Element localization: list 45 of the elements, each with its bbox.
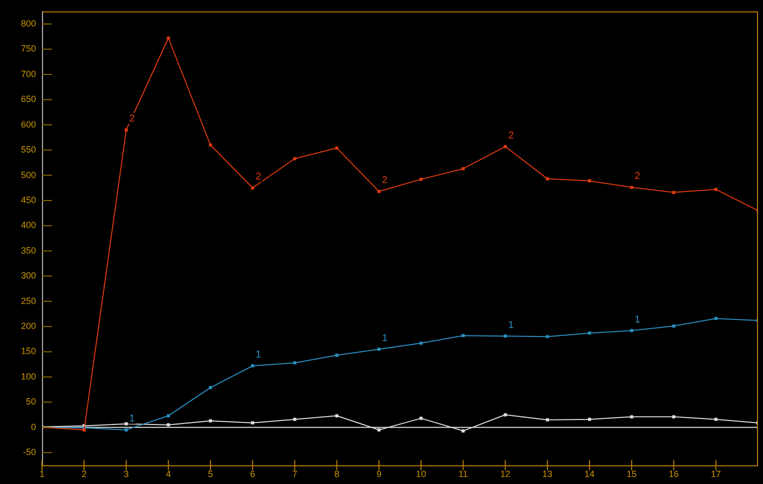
y-tick-label: 100 [20,371,36,382]
x-tick-label: 11 [458,469,468,480]
y-tick-label: 250 [20,296,36,306]
text: 1 [256,350,262,361]
x-tick-label: 1 [39,469,45,480]
x-tick-label: 7 [292,469,298,480]
x-tick-label: 5 [208,469,213,480]
y-tick-label: 650 [20,94,36,104]
y-tick-label: 200 [20,321,36,332]
series-label: 1 [129,414,136,425]
y-tick-label: 50 [26,396,36,407]
y-tick-label: 300 [20,270,36,281]
text: 1 [508,320,514,331]
x-tick-label: 12 [500,469,510,480]
x-tick-label: 6 [250,469,256,480]
text: 1 [634,314,640,326]
x-tick-label: 2 [82,469,87,480]
x-tick-label: 13 [542,469,552,480]
y-tick-label: 350 [20,245,36,256]
x-tick-label: 4 [166,469,171,480]
text: 2 [634,171,640,182]
y-tick-label: 150 [20,346,36,356]
y-tick-label: -50 [22,447,36,458]
y-tick-label: 0 [30,422,36,432]
y-tick-label: 450 [20,194,36,205]
x-tick-label: 16 [668,469,679,480]
x-tick-label: 9 [376,469,382,480]
text: 2 [382,175,388,186]
y-tick-label: 400 [20,220,36,230]
text: 2 [256,172,262,183]
y-tick-label: 550 [20,144,36,155]
x-tick-label: 17 [710,469,721,480]
x-tick-label: 10 [416,469,426,480]
x-tick-label: 3 [124,469,129,480]
y-tick-label: 700 [20,68,36,79]
y-tick-label: 500 [20,170,36,180]
x-tick-label: 14 [584,469,595,480]
x-tick-label: 8 [334,469,340,480]
text: 1 [382,332,388,344]
y-tick-label: 600 [20,119,36,130]
series-label: 2 [129,114,136,125]
y-tick-label: 750 [20,44,36,54]
x-tick-label: 15 [626,469,637,480]
text: 2 [508,130,514,142]
y-tick-label: 800 [20,18,36,28]
